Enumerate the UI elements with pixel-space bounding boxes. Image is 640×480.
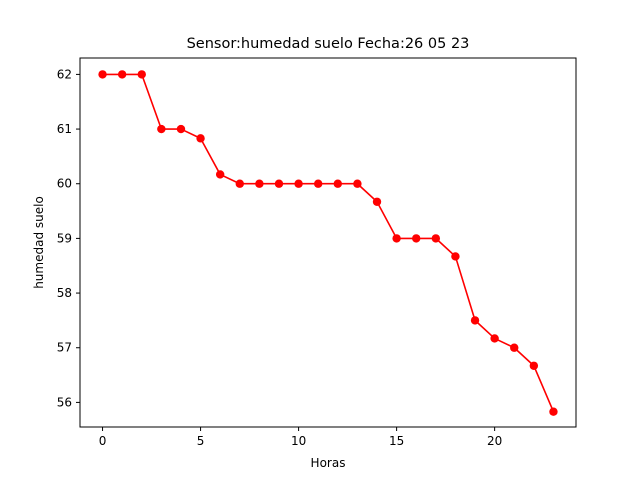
data-point xyxy=(137,70,146,79)
data-point xyxy=(157,124,166,134)
data-point xyxy=(274,179,284,188)
data-point xyxy=(451,252,460,261)
x-axis-label: Horas xyxy=(311,456,346,470)
data-point xyxy=(235,179,244,188)
data-point xyxy=(98,70,107,79)
y-tick-label: 62 xyxy=(57,67,72,81)
series-line xyxy=(102,73,555,413)
x-tick-label: 15 xyxy=(389,434,404,448)
data-point xyxy=(470,316,480,325)
x-tick-label: 5 xyxy=(197,434,205,448)
plot-area xyxy=(98,70,558,416)
y-tick-label: 61 xyxy=(57,122,72,136)
data-point xyxy=(431,234,441,243)
y-tick-label: 59 xyxy=(57,231,72,245)
data-point xyxy=(117,70,127,79)
chart-title: Sensor:humedad suelo Fecha:26 05 23 xyxy=(187,36,470,52)
data-point xyxy=(392,234,401,243)
data-point xyxy=(412,234,421,243)
data-point xyxy=(372,197,382,206)
data-point xyxy=(333,179,343,188)
data-point xyxy=(529,361,539,370)
axes-frame xyxy=(79,57,577,428)
data-point xyxy=(255,179,264,188)
data-point xyxy=(215,170,225,179)
data-point xyxy=(176,124,186,134)
y-tick-label: 60 xyxy=(57,177,72,191)
y-tick-label: 57 xyxy=(57,341,72,355)
data-point xyxy=(510,343,519,352)
data-point xyxy=(353,179,362,188)
data-point xyxy=(313,179,323,188)
x-tick-label: 0 xyxy=(99,434,107,448)
y-axis-label: humedad suelo xyxy=(32,196,46,289)
x-axis: 0 5 10 15 20 xyxy=(99,427,502,448)
data-point xyxy=(294,179,303,188)
y-axis: 56 57 58 59 60 61 62 xyxy=(57,67,80,409)
x-tick-label: 20 xyxy=(487,434,502,448)
y-tick-label: 58 xyxy=(57,286,72,300)
data-point xyxy=(549,407,558,416)
data-point xyxy=(490,334,499,343)
y-tick-label: 56 xyxy=(57,395,72,409)
data-point xyxy=(196,134,205,143)
x-tick-label: 10 xyxy=(291,434,306,448)
